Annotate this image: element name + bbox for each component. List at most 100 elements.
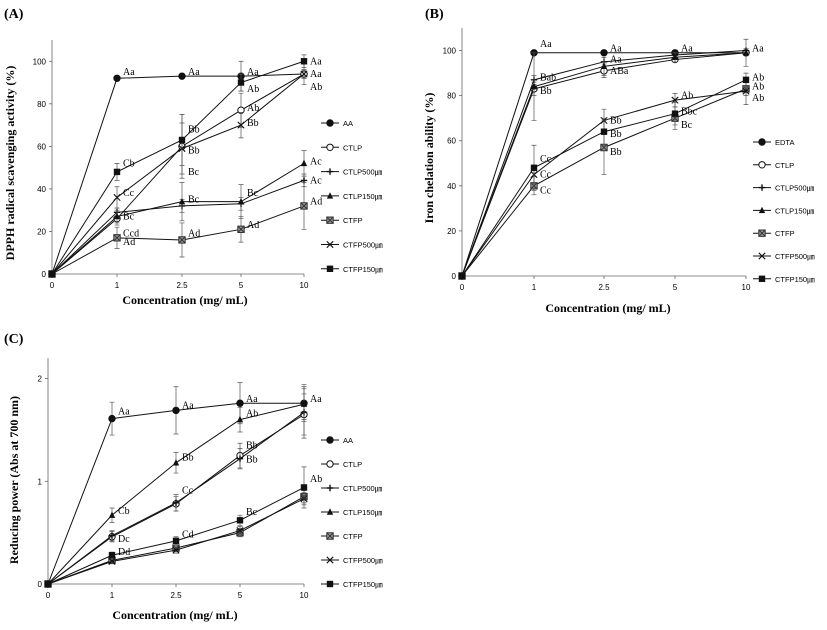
x-tick-label: 10 <box>742 283 751 292</box>
data-point <box>48 270 56 278</box>
significance-label: Ac <box>310 156 322 167</box>
significance-label: Ad <box>310 197 322 208</box>
legend-marker <box>326 508 334 515</box>
data-point <box>237 121 245 129</box>
legend-entry: CTFP150㎛ <box>343 265 383 275</box>
series-line <box>51 73 305 275</box>
data-point <box>44 580 52 588</box>
legend-entry: CTLP150㎛ <box>343 192 383 202</box>
legend-entry: CTFP <box>343 216 363 225</box>
legend-marker <box>758 161 766 169</box>
significance-label: Aa <box>246 394 258 405</box>
significance-label: Ab <box>310 474 322 485</box>
data-point <box>113 168 121 176</box>
x-tick-label: 1 <box>532 283 537 292</box>
legend-entry: EDTA <box>775 138 794 147</box>
data-point <box>300 159 308 167</box>
significance-label: Bc <box>188 195 200 206</box>
significance-label: Aa <box>118 406 130 417</box>
significance-label: Bb <box>247 118 259 129</box>
data-point <box>742 87 750 95</box>
significance-label: Cc <box>182 486 194 497</box>
data-point <box>172 459 180 466</box>
significance-label: ABa <box>610 66 629 77</box>
significance-label: Dc <box>118 534 130 545</box>
significance-label: Bb <box>246 455 258 466</box>
series-line <box>51 179 305 275</box>
data-point <box>671 110 679 117</box>
panel-a-label: (A) <box>4 7 24 22</box>
significance-label: Ab <box>752 73 764 84</box>
y-tick-label: 0 <box>452 272 457 281</box>
data-point <box>237 79 245 86</box>
data-point <box>600 49 608 57</box>
legend-marker <box>326 143 334 152</box>
y-tick-label: 100 <box>33 57 47 66</box>
significance-label: Ccd <box>123 229 139 240</box>
data-point <box>108 552 116 559</box>
data-point <box>300 484 308 491</box>
data-point <box>236 415 244 423</box>
significance-label: Bb <box>182 453 194 464</box>
x-tick-label: 0 <box>50 281 55 290</box>
data-point <box>108 557 116 565</box>
x-tick-label: 5 <box>673 283 678 292</box>
legend-entry: CTLP <box>343 460 362 469</box>
y-tick-label: 60 <box>447 137 456 146</box>
significance-label: Ab <box>752 82 764 93</box>
significance-label: Aa <box>310 394 322 405</box>
legend-marker <box>326 265 334 272</box>
legend-entry: CTLP <box>775 161 794 170</box>
significance-label: Aa <box>540 39 552 50</box>
significance-label: Ab <box>310 82 322 93</box>
y-tick-label: 60 <box>37 142 46 151</box>
data-point <box>172 537 180 545</box>
data-point <box>742 49 750 56</box>
significance-label: Bab <box>540 73 556 84</box>
legend-entry: CTLP150㎛ <box>775 206 815 216</box>
significance-label: Aa <box>188 67 200 78</box>
panel-c-ylabel: Reducing power (Abs at 700 nm) <box>7 396 21 564</box>
significance-label: Ab <box>752 93 764 104</box>
significance-label: Dd <box>118 547 130 558</box>
legend-marker <box>758 229 766 237</box>
legend-marker <box>326 192 334 199</box>
data-point <box>108 414 116 423</box>
significance-label: Aa <box>610 43 622 54</box>
data-point <box>113 74 121 82</box>
significance-label: Cc <box>540 185 552 196</box>
significance-label: Cb <box>123 158 135 169</box>
significance-label: Bc <box>681 120 693 131</box>
significance-label: Bb <box>610 129 622 140</box>
y-tick-label: 1 <box>38 477 43 486</box>
significance-label: Aa <box>752 43 764 54</box>
data-point <box>600 62 608 70</box>
data-point <box>300 400 308 407</box>
significance-label: Aa <box>310 69 322 80</box>
legend-marker <box>326 556 334 564</box>
legend-marker <box>326 168 334 175</box>
legend-marker <box>758 206 766 214</box>
x-tick-label: 10 <box>300 591 309 600</box>
legend-entry: CTFP500㎛ <box>343 556 383 566</box>
panel-b-xlabel: Concentration (mg/ mL) <box>545 301 670 315</box>
data-point <box>178 72 186 80</box>
significance-label: Bb <box>540 86 552 97</box>
series-line <box>51 162 305 275</box>
x-tick-label: 2.5 <box>598 283 610 292</box>
y-tick-label: 2 <box>38 375 43 384</box>
x-tick-label: 10 <box>300 281 309 290</box>
panel-c-legend: AA CTLP CTLP500㎛ CTLP150㎛ CTFP CTFP500㎛ CTFP15… <box>321 436 383 590</box>
panel-c-plot: 0 1 2 0 1 2.5 5 10 Aa Aa Aa Aa Ab Bb Bb Bb Cc Cd Cb Dc Dd Bc A… <box>38 358 322 600</box>
significance-label: Ab <box>681 91 693 102</box>
legend-entry: CTLP <box>343 143 362 152</box>
x-tick-label: 2.5 <box>176 281 188 290</box>
legend-entry: CTFP500㎛ <box>775 252 815 262</box>
legend-entry: AA <box>343 119 353 128</box>
significance-label: Ad <box>123 237 135 248</box>
data-point <box>600 143 608 152</box>
legend-marker <box>326 580 334 588</box>
data-point <box>172 499 180 507</box>
significance-label: Bc <box>247 188 259 199</box>
